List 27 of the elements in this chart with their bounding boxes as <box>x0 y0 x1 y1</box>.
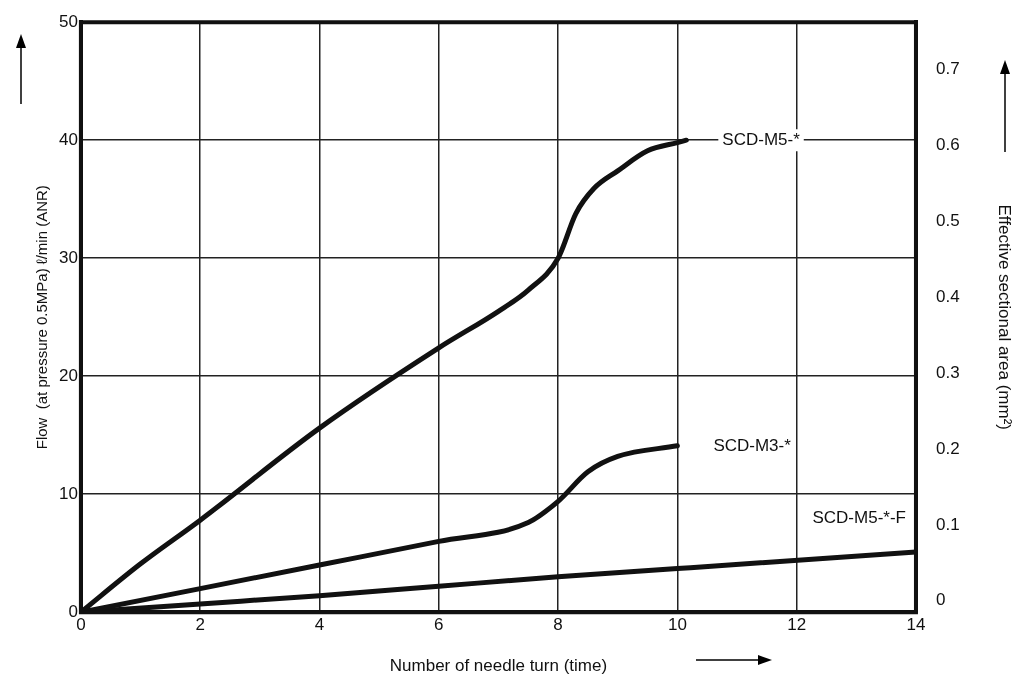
text: SCD-M5-* <box>722 129 801 149</box>
x-tick-label: 10 <box>667 615 687 635</box>
y2-tick-label: 0.2 <box>935 438 960 458</box>
y-tick-label: 10 <box>58 483 78 503</box>
y-tick-label: 30 <box>58 247 78 267</box>
x-tick-label: 8 <box>553 615 563 635</box>
y2-tick-label: 0.1 <box>935 514 960 534</box>
text: SCD-M3-* <box>713 435 792 455</box>
x-tick-label: 4 <box>314 615 325 635</box>
series-label: SCD-M5-*-F <box>812 507 906 527</box>
y-tick-label: 40 <box>58 129 78 149</box>
y-tick-label: 50 <box>58 11 78 31</box>
y2-tick-label: 0.6 <box>935 134 960 154</box>
x-tick-label: 14 <box>906 615 926 635</box>
y2-tick-label: 0.4 <box>935 286 960 306</box>
y-tick-label: 20 <box>58 365 78 385</box>
y-axis-title: Flow (at pressure 0.5MPa) ℓ/min (ANR) <box>33 185 51 450</box>
x-tick-label: 2 <box>195 615 205 635</box>
y-tick-label: 0 <box>68 601 78 621</box>
y2-tick-label: 0.7 <box>935 58 960 78</box>
x-tick-label: 6 <box>434 615 444 635</box>
x-tick-label: 12 <box>787 615 807 635</box>
y2-tick-label: 0 <box>935 590 946 610</box>
y2-axis-title: Effective sectional area (mm²) <box>995 204 1015 430</box>
y2-tick-label: 0.3 <box>935 362 960 382</box>
y2-tick-label: 0.5 <box>935 210 960 230</box>
x-axis-title: Number of needle turn (time) <box>389 656 608 676</box>
